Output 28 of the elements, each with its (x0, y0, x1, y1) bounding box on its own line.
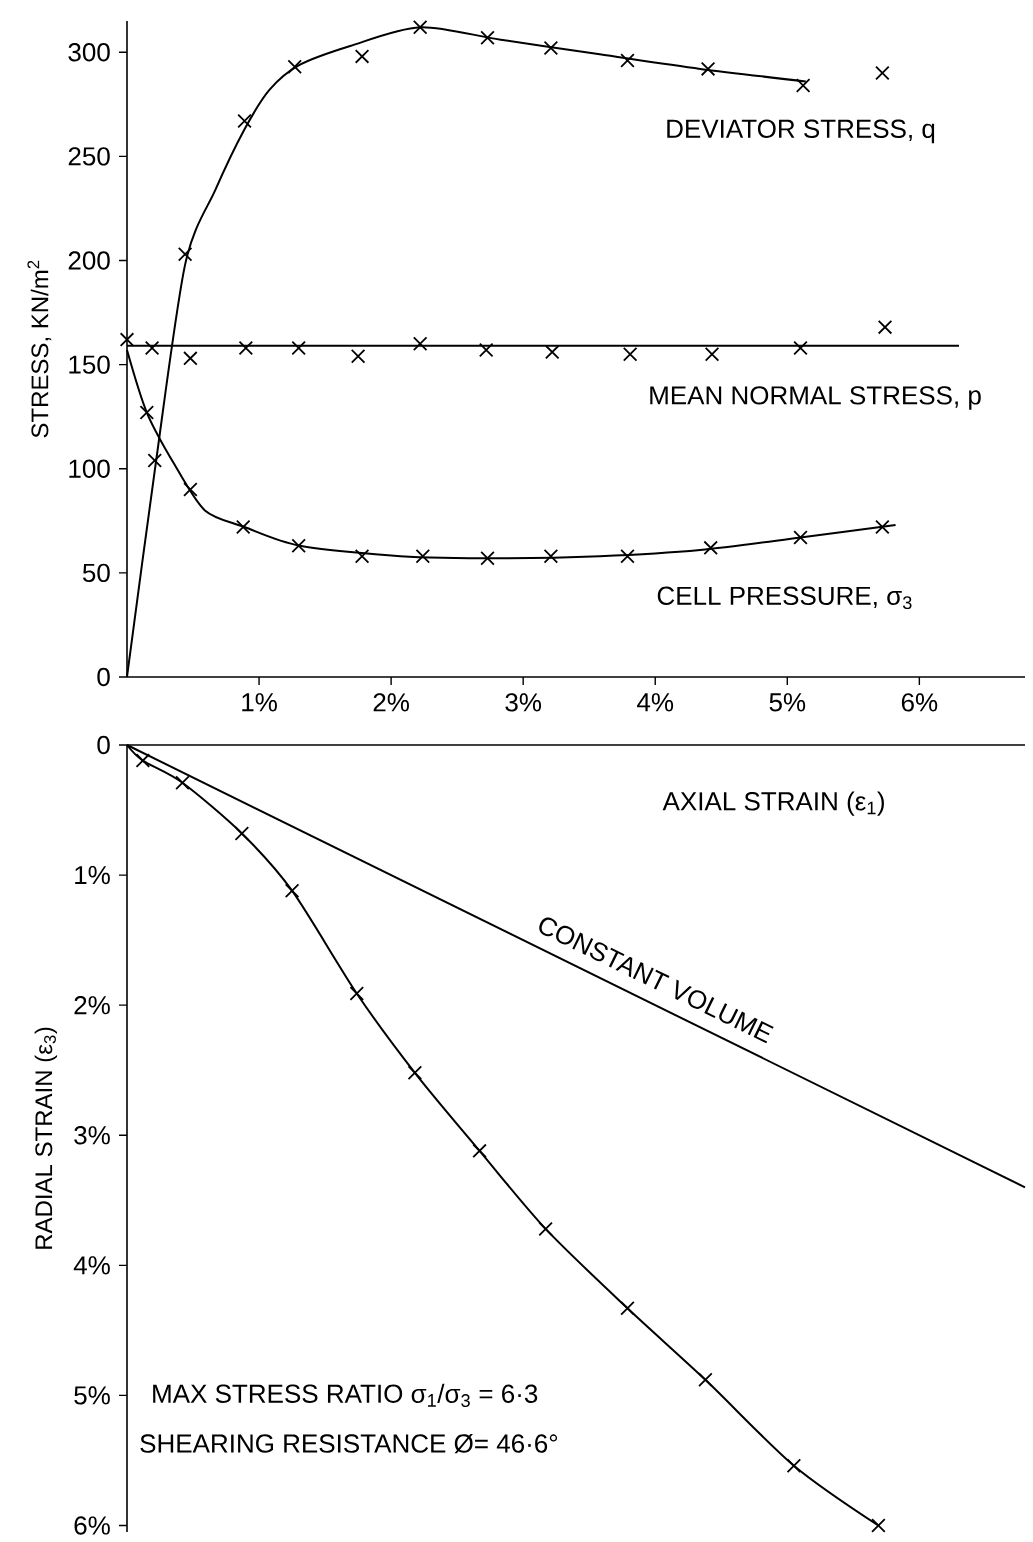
y-axis-title: RADIAL STRAIN (ε$_{3}$) (34, 1027, 58, 1249)
y-tick-label: 5% (74, 1386, 110, 1405)
y-tick-label: 50 (82, 563, 110, 583)
x-axis-title: AXIAL STRAIN (ε$_{1}$) (662, 791, 884, 816)
x-tick-label: 2% (373, 693, 409, 712)
y-tick-label: 1% (75, 865, 110, 885)
series-label: DEVIATOR STRESS, q (667, 119, 935, 144)
y-tick-label: 250 (68, 147, 110, 166)
y-tick-label: 150 (69, 355, 110, 374)
y-tick-label: 6% (74, 1516, 110, 1535)
x-tick-label: 6% (901, 693, 938, 712)
series-label: CELL PRESSURE, σ$_{3}$ (657, 586, 912, 610)
y-axis-title: STRESS, KN/m$^{2}$ (27, 260, 52, 438)
y-tick-label: 0 (97, 667, 110, 687)
y-tick-label: 300 (68, 43, 110, 62)
y-tick-label: 0 (97, 735, 110, 755)
y-tick-label: 4% (73, 1256, 110, 1275)
x-tick-label: 1% (242, 693, 277, 712)
y-tick-label: 3% (74, 1126, 110, 1145)
x-tick-label: 5% (769, 693, 806, 712)
y-tick-label: 200 (68, 251, 110, 270)
y-tick-label: 100 (69, 459, 110, 478)
x-tick-label: 4% (637, 693, 674, 712)
annotation: SHEARING RESISTANCE Ø= 46·6° (140, 1433, 558, 1454)
series-label: MEAN NORMAL STRESS, p (650, 386, 981, 410)
annotation: MAX STRESS RATIO σ$_{1}$/σ$_{3}$ = 6·3 (153, 1383, 538, 1407)
y-tick-label: 2% (74, 996, 110, 1015)
x-tick-label: 3% (505, 693, 542, 712)
